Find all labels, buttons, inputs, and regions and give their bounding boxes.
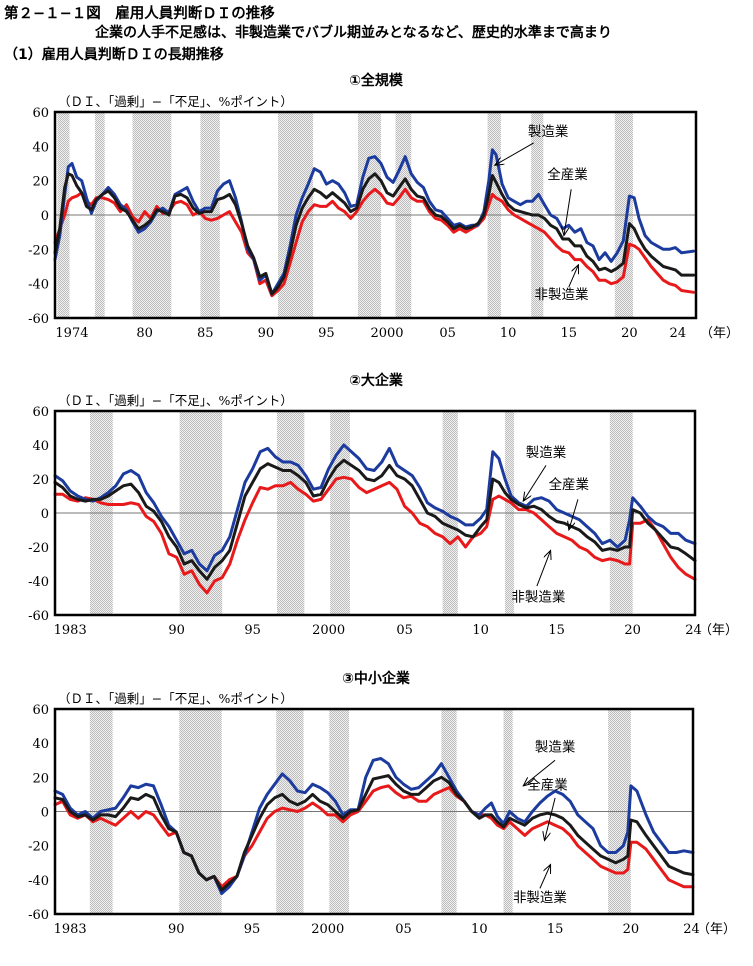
y-tick-label: 0 [41, 507, 49, 522]
annotation-label: 全産業 [549, 476, 590, 493]
x-tick-label: 90 [168, 623, 185, 638]
x-axis-unit: （年） [697, 922, 736, 937]
annotation-label: 全産業 [527, 776, 568, 793]
x-axis-unit: （年） [699, 623, 738, 638]
y-tick-label: 0 [41, 209, 49, 224]
annotation-label: 非製造業 [511, 589, 565, 605]
chart-title: ②大企業 [349, 372, 404, 389]
series-line-all-industries [53, 458, 697, 581]
x-tick-label: 10 [471, 922, 488, 937]
annotation-arrow [568, 265, 579, 288]
y-tick-label: 60 [32, 405, 49, 420]
x-tick-label: 95 [244, 623, 261, 638]
annotation-arrow [544, 797, 556, 841]
x-tick-label: 05 [396, 623, 413, 638]
y-tick-label: -20 [28, 541, 49, 556]
y-tick-label: -60 [28, 609, 49, 624]
x-tick-label: 10 [472, 623, 489, 638]
y-tick-label: -20 [28, 840, 49, 855]
x-tick-label: 95 [244, 922, 261, 937]
y-tick-label: 60 [32, 106, 49, 121]
x-tick-label: 2000 [312, 623, 345, 638]
y-tick-label: 40 [32, 439, 49, 454]
x-tick-label: 95 [318, 326, 335, 341]
annotation-arrow [523, 759, 556, 786]
chart-title: ①全規模 [349, 72, 404, 89]
annotation-label: 非製造業 [534, 287, 588, 303]
chart-3: ③中小企業 （ＤＩ、「過剰」−「不足」、%ポイント） 60 40 20 0 -20 -40 -6… [28, 670, 736, 937]
y-tick-label: 20 [32, 473, 49, 488]
annotation-label: 製造業 [535, 740, 576, 756]
annotation-label: 非製造業 [513, 890, 567, 906]
x-tick-label: 85 [197, 326, 214, 341]
x-tick-label: 10 [500, 326, 517, 341]
x-tick-label: 80 [136, 326, 153, 341]
y-tick-label: -40 [28, 874, 49, 889]
x-tick-label: 90 [168, 922, 185, 937]
chart-2: ②大企業 （ＤＩ、「過剰」−「不足」、%ポイント） 60 40 20 0 -20 -40 -60… [28, 372, 738, 638]
x-tick-label: 15 [560, 326, 577, 341]
annotation-label: 製造業 [528, 124, 569, 140]
y-tick-label: -40 [28, 575, 49, 590]
y-tick-label: -60 [28, 312, 49, 327]
annotation-arrow [536, 550, 551, 587]
x-tick-label: 20 [621, 326, 638, 341]
y-tick-label: -60 [28, 908, 49, 923]
annotation-arrow [523, 465, 547, 501]
x-axis-unit: （年） [700, 326, 739, 341]
x-tick-label: 24 [685, 623, 702, 638]
x-tick-label: 15 [547, 922, 564, 937]
series-line-all-industries [53, 172, 696, 296]
x-tick-label: 05 [395, 922, 412, 937]
chart-title: ③中小企業 [342, 670, 411, 687]
x-tick-label: 1983 [54, 922, 87, 937]
y-tick-label: -40 [28, 278, 49, 293]
y-tick-label: 40 [32, 737, 49, 752]
x-tick-label: 15 [548, 623, 565, 638]
y-tick-label: -20 [28, 243, 49, 258]
x-tick-label: 1974 [55, 326, 88, 341]
x-tick-label: 24 [683, 922, 700, 937]
annotation-label: 製造業 [526, 445, 567, 461]
y-tick-label: 60 [32, 703, 49, 718]
y-tick-label: 20 [32, 175, 49, 190]
x-tick-label: 20 [624, 623, 641, 638]
y-tick-label: 20 [32, 771, 49, 786]
y-axis-label: （ＤＩ、「過剰」−「不足」、%ポイント） [58, 691, 293, 706]
x-tick-label: 90 [258, 326, 275, 341]
series-line-all-industries [53, 774, 695, 892]
x-tick-label: 1983 [54, 623, 87, 638]
plot-frame [53, 110, 698, 320]
y-axis-label: （ＤＩ、「過剰」−「不足」、%ポイント） [58, 94, 293, 109]
plot-frame [53, 707, 695, 916]
figure-title: 第２−１−１図 雇用人員判断ＤＩの推移 [4, 6, 275, 22]
x-tick-label: 2000 [311, 922, 344, 937]
y-axis-label: （ＤＩ、「過剰」−「不足」、%ポイント） [58, 393, 293, 408]
plot-frame [53, 409, 697, 617]
annotation-arrow [569, 499, 579, 530]
series-line-non-manufacturing [53, 475, 697, 595]
figure-subtitle: 企業の人手不足感は、非製造業でバブル期並みとなるなど、歴史的水準まで高まり [95, 25, 612, 41]
y-tick-label: 40 [32, 140, 49, 155]
x-tick-label: 05 [439, 326, 456, 341]
chart-1: ①全規模 （ＤＩ、「過剰」−「不足」、%ポイント） 60 40 20 0 -20 -40 -60… [28, 72, 739, 341]
annotation-arrow [564, 189, 572, 235]
section-heading: （1）雇用人員判断ＤＩの長期推移 [4, 47, 224, 63]
series-line-manufacturing [53, 757, 695, 895]
annotation-label: 全産業 [547, 166, 588, 183]
x-tick-label: 24 [670, 326, 687, 341]
annotation-arrow [495, 142, 534, 165]
y-tick-label: 0 [41, 806, 49, 821]
x-tick-label: 2000 [370, 326, 403, 341]
series-line-manufacturing [53, 443, 697, 573]
x-tick-label: 20 [623, 922, 640, 937]
series-line-non-manufacturing [53, 784, 695, 889]
annotation-arrow [539, 864, 551, 889]
